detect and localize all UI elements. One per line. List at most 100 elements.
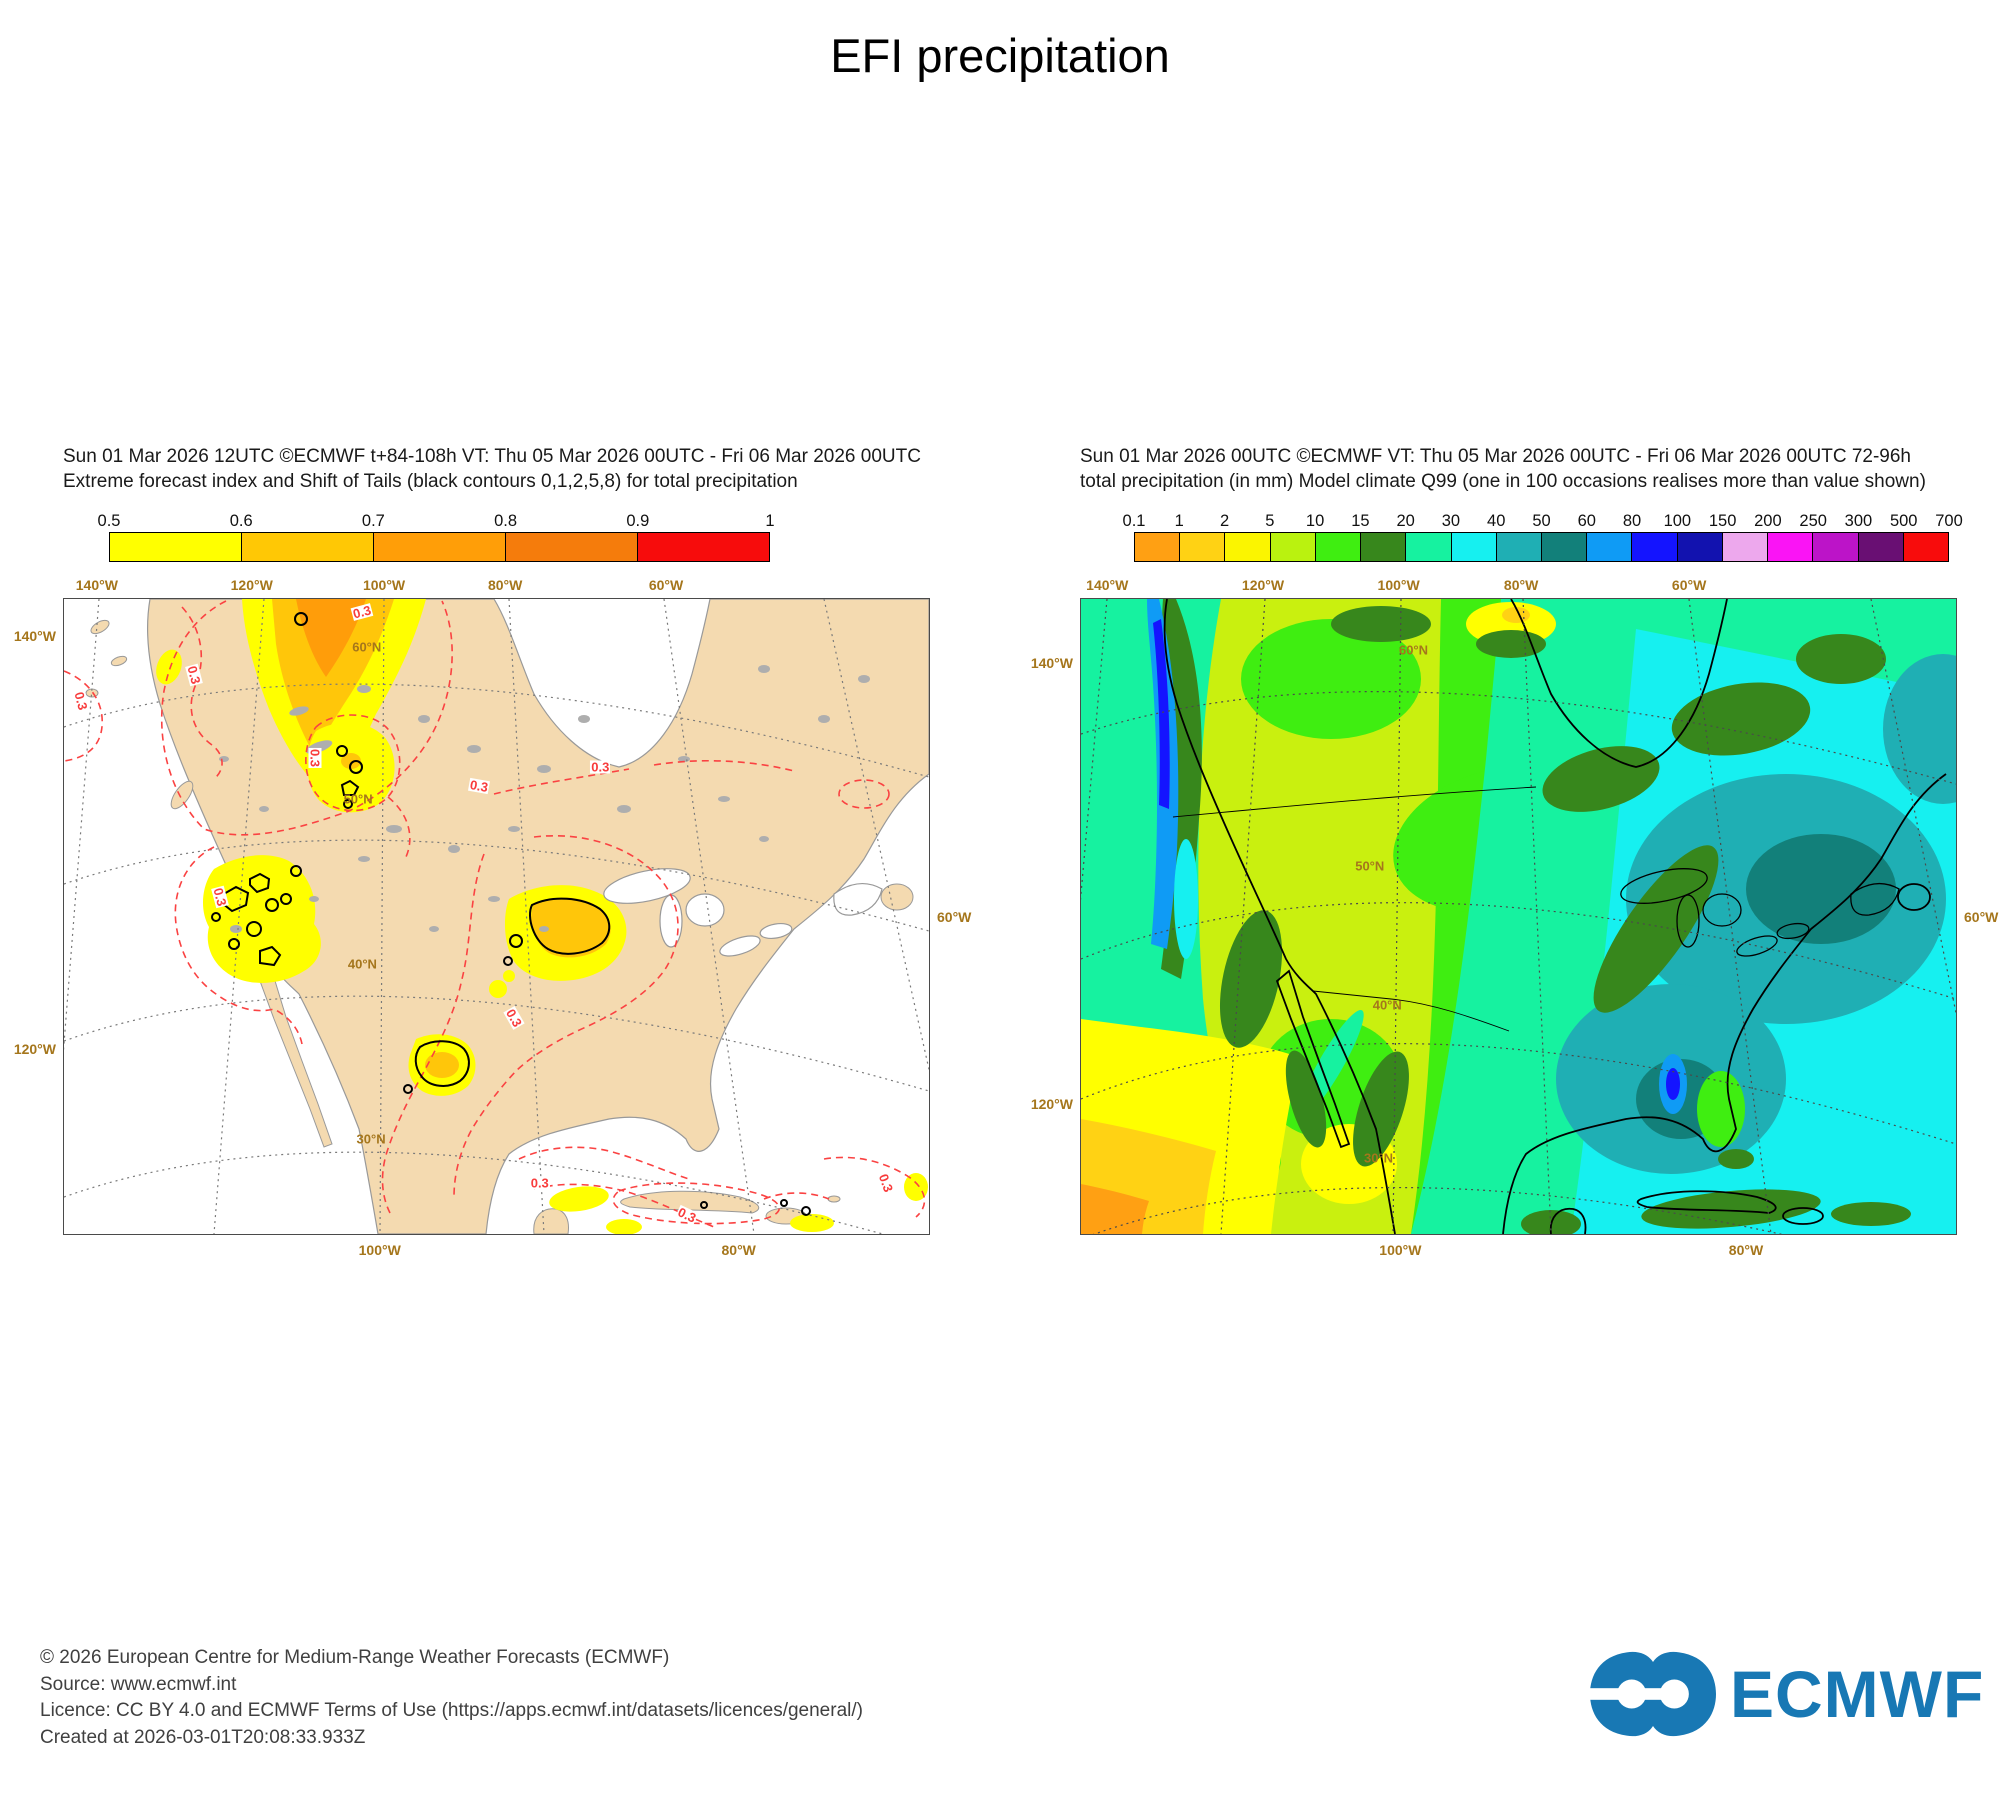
colorbar-tick-label: 200: [1754, 512, 1782, 530]
lakes-small: [219, 665, 870, 933]
colorbar-cell: [1361, 533, 1407, 561]
right-colorbar: 0.1 1 2 5 10 15 20 30 40 50 60 80 100 150 200 250 300 500…: [1123, 512, 1963, 564]
colorbar-cell: [1813, 533, 1859, 561]
colorbar-tick-label: 700: [1935, 512, 1963, 530]
lon-label-bottom: 100°W: [1379, 1242, 1422, 1258]
footer-line: Licence: CC BY 4.0 and ECMWF Terms of Us…: [40, 1700, 863, 1721]
colorbar-tick-label: 20: [1396, 512, 1415, 530]
precip-field: [1081, 599, 1956, 1234]
colorbar-tick-label: 0.9: [626, 512, 650, 530]
colorbar-cell: [1677, 533, 1723, 561]
colorbar-cell: [1135, 533, 1181, 561]
contour-label: 0.3: [307, 747, 323, 768]
lon-label-left: 140°W: [13, 627, 56, 644]
lon-label-bottom: 80°W: [721, 1242, 756, 1258]
colorbar-cell: [1768, 533, 1814, 561]
lat-label: 60°N: [1398, 642, 1429, 658]
colorbar-cell: [1270, 533, 1316, 561]
left-header-line2: Extreme forecast index and Shift of Tail…: [63, 471, 798, 492]
lon-label-left: 140°W: [1030, 654, 1073, 671]
lon-label-top: 120°W: [230, 577, 273, 593]
islands: [85, 619, 914, 1225]
colorbar-tick-label: 1: [765, 512, 775, 530]
lon-label-top: 80°W: [487, 577, 523, 593]
colorbar-tick-label: 15: [1351, 512, 1370, 530]
contour-label: 0.3: [468, 777, 491, 796]
colorbar-tick-label: 2: [1219, 512, 1230, 530]
colorbar-cell: [1858, 533, 1904, 561]
left-colorbar: 0.5 0.6 0.7 0.8 0.9 1: [98, 512, 775, 564]
lat-label: 40°N: [347, 956, 377, 972]
colorbar-cell: [506, 533, 638, 561]
footer-line: © 2026 European Centre for Medium-Range …: [40, 1647, 670, 1668]
colorbar-tick-label: 0.8: [494, 512, 518, 530]
footer: © 2026 European Centre for Medium-Range …: [40, 1645, 863, 1751]
colorbar-cell: [110, 533, 242, 561]
lon-label-bottom: 100°W: [358, 1242, 401, 1258]
colorbar-cell: [1406, 533, 1452, 561]
colorbar-cells: [1134, 532, 1949, 562]
land-baja: [259, 970, 333, 1148]
colorbar-tick-label: 0.6: [229, 512, 253, 530]
left-map-svg: [64, 599, 929, 1234]
colorbar-tick-label: 1: [1174, 512, 1184, 530]
colorbar-cell: [1903, 533, 1948, 561]
colorbar-tick-label: 10: [1305, 512, 1325, 530]
lon-label-top: 80°W: [1503, 577, 1539, 593]
colorbar-tick-label: 0.5: [97, 512, 121, 530]
lon-label-top: 60°W: [648, 577, 684, 593]
colorbar-tick-label: 250: [1799, 512, 1827, 530]
lat-label: 50°N: [343, 791, 373, 807]
colorbar-tick-label: 40: [1487, 512, 1506, 530]
colorbar-cell: [1225, 533, 1271, 561]
graticule: [64, 599, 929, 1234]
colorbar-cell: [374, 533, 506, 561]
contour-label: 0.3: [590, 759, 611, 775]
colorbar-tick-label: 50: [1532, 512, 1551, 530]
graticule: [1081, 599, 1956, 1234]
lon-label-top: 140°W: [1086, 577, 1129, 593]
right-header-line2: total precipitation (in mm) Model climat…: [1080, 471, 1926, 492]
lon-label-top: 140°W: [75, 577, 118, 593]
lon-label-top: 100°W: [362, 577, 406, 593]
colorbar-tick-label: 100: [1663, 512, 1692, 530]
sot-contours: [211, 612, 811, 1216]
right-panel-header: Sun 01 Mar 2026 00UTC ©ECMWF VT: Thu 05 …: [1080, 444, 1926, 494]
left-header-line1: Sun 01 Mar 2026 12UTC ©ECMWF t+84-108h V…: [63, 446, 921, 467]
colorbar-tick-label: 500: [1889, 512, 1918, 530]
colorbar-cell: [1541, 533, 1588, 561]
lon-label-bottom: 80°W: [1728, 1242, 1764, 1258]
colorbar-cell: [638, 533, 769, 561]
lon-label-top: 100°W: [1377, 577, 1420, 593]
footer-line: Created at 2026-03-01T20:08:33.933Z: [40, 1726, 366, 1748]
lon-label-right: 60°W: [1964, 908, 1999, 925]
colorbar-ticks: 0.1 1 2 5 10 15 20 30 40 50 60 80 100 150 200 250 300 500…: [1123, 512, 1963, 532]
lon-label-right: 60°W: [937, 908, 972, 925]
colorbar-cell: [1496, 533, 1542, 561]
lon-label-left: 120°W: [1030, 1095, 1073, 1112]
right-map-svg: [1081, 599, 1956, 1234]
ecmwf-logo-text: ECMWF: [1730, 1657, 1985, 1731]
ecmwf-logo: ECMWF: [1590, 1650, 1984, 1738]
footer-line: Source: www.ecmwf.int: [40, 1673, 237, 1695]
colorbar-ticks: 0.5 0.6 0.7 0.8 0.9 1: [98, 512, 775, 532]
left-map: 140°W 120°W 100°W 80°W 60°W 100°W 80°W 140°W 120…: [14, 577, 972, 1258]
colorbar-tick-label: 300: [1844, 512, 1873, 530]
contour-label: 0.3: [529, 1175, 550, 1191]
colorbar-cells: [109, 532, 770, 562]
efi-contours: [64, 600, 926, 1228]
coastlines: [1163, 599, 1947, 1234]
colorbar-tick-label: 0.7: [361, 512, 385, 530]
colorbar-cell: [242, 533, 374, 561]
lon-label-left: 120°W: [13, 1041, 56, 1058]
right-map: 140°W 120°W 100°W 80°W 60°W 100°W 80°W 140°W 120…: [1031, 577, 1999, 1258]
lat-label: 30°N: [1363, 1150, 1394, 1166]
left-panel-header: Sun 01 Mar 2026 12UTC ©ECMWF t+84-108h V…: [63, 444, 921, 494]
page-title: EFI precipitation: [830, 29, 1170, 82]
lat-label: 60°N: [352, 639, 382, 655]
lon-label-top: 60°W: [1671, 577, 1707, 593]
lon-label-top: 120°W: [1241, 577, 1285, 593]
colorbar-cell: [1315, 533, 1362, 561]
lat-label: 40°N: [1372, 997, 1402, 1013]
colorbar-tick-label: 0.1: [1122, 512, 1146, 530]
